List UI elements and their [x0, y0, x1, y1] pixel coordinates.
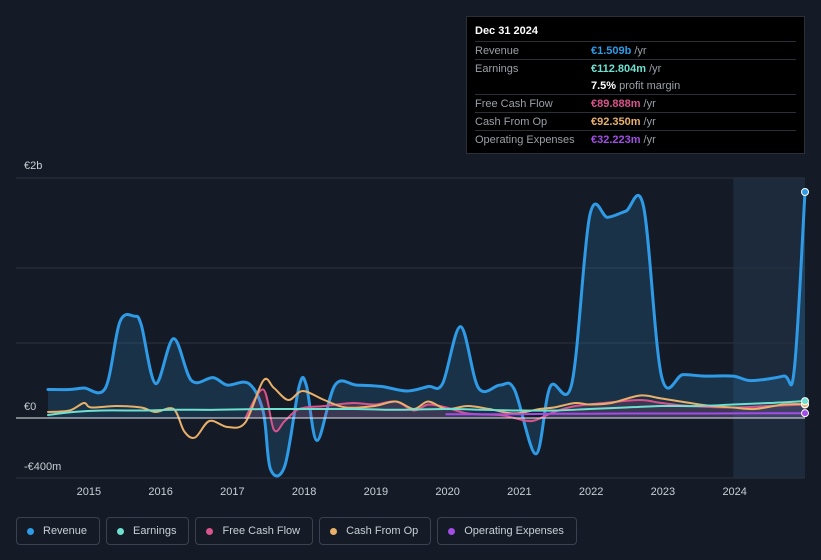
tooltip-panel: Dec 31 2024 Revenue €1.509b /yr Earnings… — [466, 16, 805, 154]
revenue-dot-icon — [27, 527, 34, 535]
free-cash-flow-area — [245, 389, 806, 432]
tooltip-label: Operating Expenses — [475, 133, 575, 146]
tooltip-row-opex: Operating Expenses €32.223m /yr — [475, 131, 796, 148]
x-tick-label: 2022 — [579, 486, 603, 498]
earnings-line — [47, 400, 806, 416]
tooltip-unit: /yr — [643, 115, 656, 128]
tooltip-value: 7.5% — [591, 79, 617, 92]
tooltip-unit: /yr — [634, 44, 647, 57]
operating-expenses-end-point — [801, 409, 809, 418]
x-tick-label: 2016 — [148, 486, 172, 498]
tooltip-label: Earnings — [475, 62, 519, 75]
tooltip-row-cfo: Cash From Op €92.350m /yr — [475, 113, 796, 131]
tooltip-label: Cash From Op — [475, 115, 548, 128]
tooltip-value: €112.804m — [591, 62, 647, 75]
revenue-area — [48, 192, 805, 476]
tooltip-row-revenue: Revenue €1.509b /yr — [475, 42, 796, 60]
legend-item-free-cash-flow[interactable]: Free Cash Flow — [195, 517, 314, 545]
tooltip-unit: /yr — [643, 133, 656, 146]
tooltip-unit: /yr — [643, 97, 656, 110]
tooltip-row-earnings: Earnings €112.804m /yr — [475, 60, 796, 77]
free-cash-flow-dot-icon — [206, 527, 214, 535]
tooltip-value: €89.888m — [591, 97, 641, 110]
legend-item-operating-expenses[interactable]: Operating Expenses — [437, 517, 577, 545]
x-tick-label: 2015 — [77, 486, 101, 498]
legend-label: Revenue — [43, 525, 88, 537]
x-tick-label: 2018 — [292, 486, 316, 498]
tooltip-row-fcf: Free Cash Flow €89.888m /yr — [475, 95, 796, 113]
cash-from-op-dot-icon — [330, 527, 338, 535]
tooltip-date: Dec 31 2024 — [475, 25, 796, 42]
tooltip-unit: profit margin — [619, 79, 681, 92]
legend-item-earnings[interactable]: Earnings — [106, 517, 190, 545]
legend-label: Operating Expenses — [464, 525, 564, 537]
legend-label: Free Cash Flow — [222, 525, 301, 537]
tooltip-value: €92.350m — [591, 115, 641, 128]
y-tick-label: €0 — [24, 401, 36, 413]
x-tick-label: 2023 — [651, 486, 675, 498]
x-tick-label: 2017 — [220, 486, 244, 498]
tooltip-label: Revenue — [475, 44, 520, 57]
operating-expenses-line — [445, 412, 806, 416]
revenue-end-point — [801, 188, 809, 196]
x-tick-label: 2021 — [507, 486, 531, 498]
legend: Revenue Earnings Free Cash Flow Cash Fro… — [16, 517, 577, 545]
tooltip-row-margin: 7.5% profit margin — [475, 77, 796, 95]
legend-label: Earnings — [133, 525, 177, 537]
x-tick-label: 2024 — [722, 486, 746, 498]
earnings-dot-icon — [117, 527, 125, 535]
tooltip-value: €1.509b — [591, 44, 632, 57]
x-tick-label: 2019 — [364, 486, 388, 498]
tooltip-unit: /yr — [649, 62, 662, 75]
operating-expenses-dot-icon — [448, 527, 456, 535]
legend-item-revenue[interactable]: Revenue — [16, 517, 101, 545]
y-tick-label: -€400m — [24, 461, 61, 473]
legend-item-cash-from-op[interactable]: Cash From Op — [319, 517, 432, 545]
x-tick-label: 2020 — [435, 486, 459, 498]
forecast-region — [733, 178, 805, 478]
tooltip-label: Free Cash Flow — [475, 97, 553, 110]
earnings-end-point — [801, 397, 809, 406]
revenue-line — [46, 190, 807, 478]
legend-label: Cash From Op — [346, 525, 419, 537]
y-tick-label: €2b — [24, 160, 42, 172]
tooltip-value: €32.223m — [591, 133, 641, 146]
